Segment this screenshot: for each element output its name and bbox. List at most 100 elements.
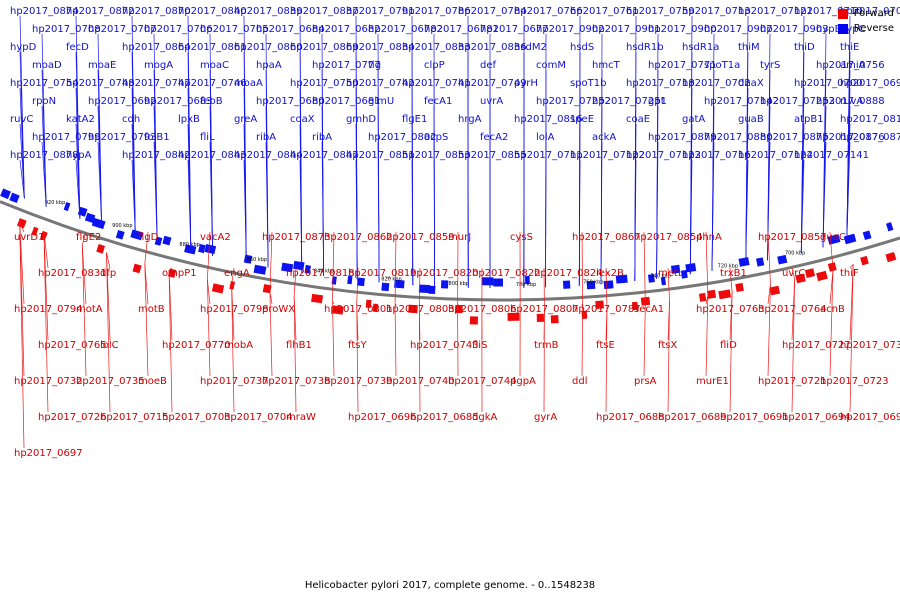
genome-backbone — [0, 200, 900, 302]
reverse-gene-label: hp2017_0680 — [256, 96, 325, 107]
reverse-gene-label: hp2017_0716 — [682, 150, 751, 161]
forward-gene-label: hp2017_0703 — [162, 412, 231, 423]
forward-feature-block — [372, 303, 379, 313]
reverse-feature-block — [777, 254, 788, 265]
forward-gene-label: hp2017_0787 — [572, 304, 641, 315]
reverse-feature-block — [357, 277, 365, 287]
reverse-gene-label: hypA — [66, 150, 92, 161]
reverse-gene-label: hp2017_0681 — [312, 96, 381, 107]
forward-gene-label: ddl — [572, 376, 587, 387]
reverse-gene-label: hp2017_0879 — [648, 132, 717, 143]
kbp-tick-label: 880 kbp — [179, 242, 199, 248]
forward-leader-line — [144, 231, 149, 264]
reverse-feature-block — [9, 192, 20, 204]
forward-gene-label: hp2017_0726 — [38, 412, 107, 423]
reverse-gene-label: hp2017_0799 — [32, 132, 101, 143]
forward-leader-line — [829, 269, 834, 377]
forward-leader-line — [418, 309, 421, 413]
forward-gene-label: hp2017_0824 — [534, 268, 603, 279]
reverse-feature-block — [562, 280, 571, 289]
forward-feature-block — [631, 301, 639, 311]
reverse-gene-label: hp2017_0876 — [816, 132, 885, 143]
forward-feature-block — [595, 300, 604, 310]
forward-gene-label: hp2017_0691 — [720, 412, 789, 423]
forward-leader-line — [581, 303, 584, 310]
reverse-leader-line — [711, 141, 715, 271]
reverse-gene-label: hp2017_0754 — [10, 78, 79, 89]
reverse-feature-block — [418, 284, 431, 294]
kbp-tick-label: 700 kbp — [785, 251, 805, 257]
forward-gene-label: metL — [658, 268, 684, 279]
forward-feature-block — [735, 282, 744, 293]
forward-leader-line — [849, 264, 854, 413]
reverse-gene-label: hp2017_07252 — [536, 96, 611, 107]
reverse-gene-label: hp2017_07124 — [738, 150, 813, 161]
reverse-gene-label: hp2017_0851 — [346, 150, 415, 161]
forward-gene-label: hp2017_0731 — [840, 340, 900, 351]
forward-feature-block — [860, 255, 869, 266]
reverse-gene-label: hp2017_0771 — [648, 60, 717, 71]
reverse-feature-block — [77, 206, 88, 217]
forward-leader-line — [43, 231, 49, 269]
reverse-feature-block — [440, 280, 449, 289]
reverse-gene-label: hp2017_0677 — [480, 24, 549, 35]
forward-leader-line — [231, 267, 235, 285]
reverse-gene-label: spoT1b — [570, 78, 607, 89]
reverse-gene-label: fecA1 — [424, 96, 452, 107]
reverse-gene-label: hp2017_07122 — [570, 150, 645, 161]
forward-leader-line — [605, 267, 608, 308]
reverse-gene-label: hp2017_07123 — [626, 150, 701, 161]
reverse-gene-label: hp2017_0713 — [682, 6, 751, 17]
reverse-feature-block — [84, 212, 96, 223]
reverse-gene-label: dnaX — [738, 78, 764, 89]
reverse-gene-label: hp2017_0840 — [178, 6, 247, 17]
reverse-leader-line — [97, 141, 103, 226]
forward-gene-label: hp2017_0801 — [324, 304, 393, 315]
reverse-gene-label: hp2017_0786 — [402, 6, 471, 17]
reverse-gene-label: tyrS — [760, 60, 780, 71]
reverse-gene-label: hp2017_06781 — [424, 24, 499, 35]
reverse-gene-label: hp2017_0855 — [458, 150, 527, 161]
forward-leader-line — [705, 295, 709, 377]
reverse-gene-label: tig — [368, 60, 381, 71]
forward-swatch — [837, 8, 848, 19]
forward-feature-block — [211, 283, 225, 294]
reverse-feature-block — [347, 275, 353, 285]
reverse-gene-label: hp2017_0705 — [200, 24, 269, 35]
forward-feature-block — [885, 251, 897, 263]
reverse-gene-label: hp2017_0749 — [458, 78, 527, 89]
forward-leader-line — [269, 291, 273, 377]
reverse-gene-label: moaD — [32, 60, 62, 71]
reverse-gene-label: hypD — [10, 42, 37, 53]
reverse-feature-block — [130, 229, 144, 241]
forward-feature-block — [827, 262, 837, 272]
forward-leader-line — [667, 267, 670, 302]
forward-leader-line — [767, 284, 771, 377]
reverse-gene-label: hp2017_0709 — [840, 6, 900, 17]
reverse-gene-label: hsdM2 — [514, 42, 547, 53]
reverse-gene-label: comM — [536, 60, 566, 71]
reverse-gene-label: moaA — [234, 78, 263, 89]
forward-leader-line — [81, 231, 87, 245]
forward-leader-line — [705, 231, 709, 296]
reverse-leader-line — [19, 87, 25, 199]
reverse-gene-label: hp2017_0903 — [760, 24, 829, 35]
reverse-gene-label: hp2017_0907 — [704, 24, 773, 35]
forward-gene-label: proWX — [262, 304, 295, 315]
reverse-gene-label: ruvA — [840, 96, 863, 107]
forward-leader-line — [332, 301, 335, 377]
reverse-gene-label: lpxB — [178, 114, 200, 125]
reverse-gene-label: hp2017_07121 — [738, 6, 813, 17]
forward-gene-label: murJ — [448, 232, 471, 243]
reverse-feature-block — [647, 274, 655, 283]
forward-feature-block — [795, 273, 806, 284]
forward-gene-label: hp2017_0806 — [448, 304, 517, 315]
reverse-feature-block — [885, 222, 894, 232]
reverse-gene-label: folB1 — [144, 132, 170, 143]
forward-gene-label: hp2017_0807 — [510, 304, 579, 315]
forward-gene-label: hp2017_0689 — [658, 412, 727, 423]
reverse-gene-label: flgE1 — [402, 114, 427, 125]
reverse-gene-label: coaE — [626, 114, 650, 125]
forward-leader-line — [332, 231, 335, 302]
reverse-leader-line — [19, 159, 25, 199]
